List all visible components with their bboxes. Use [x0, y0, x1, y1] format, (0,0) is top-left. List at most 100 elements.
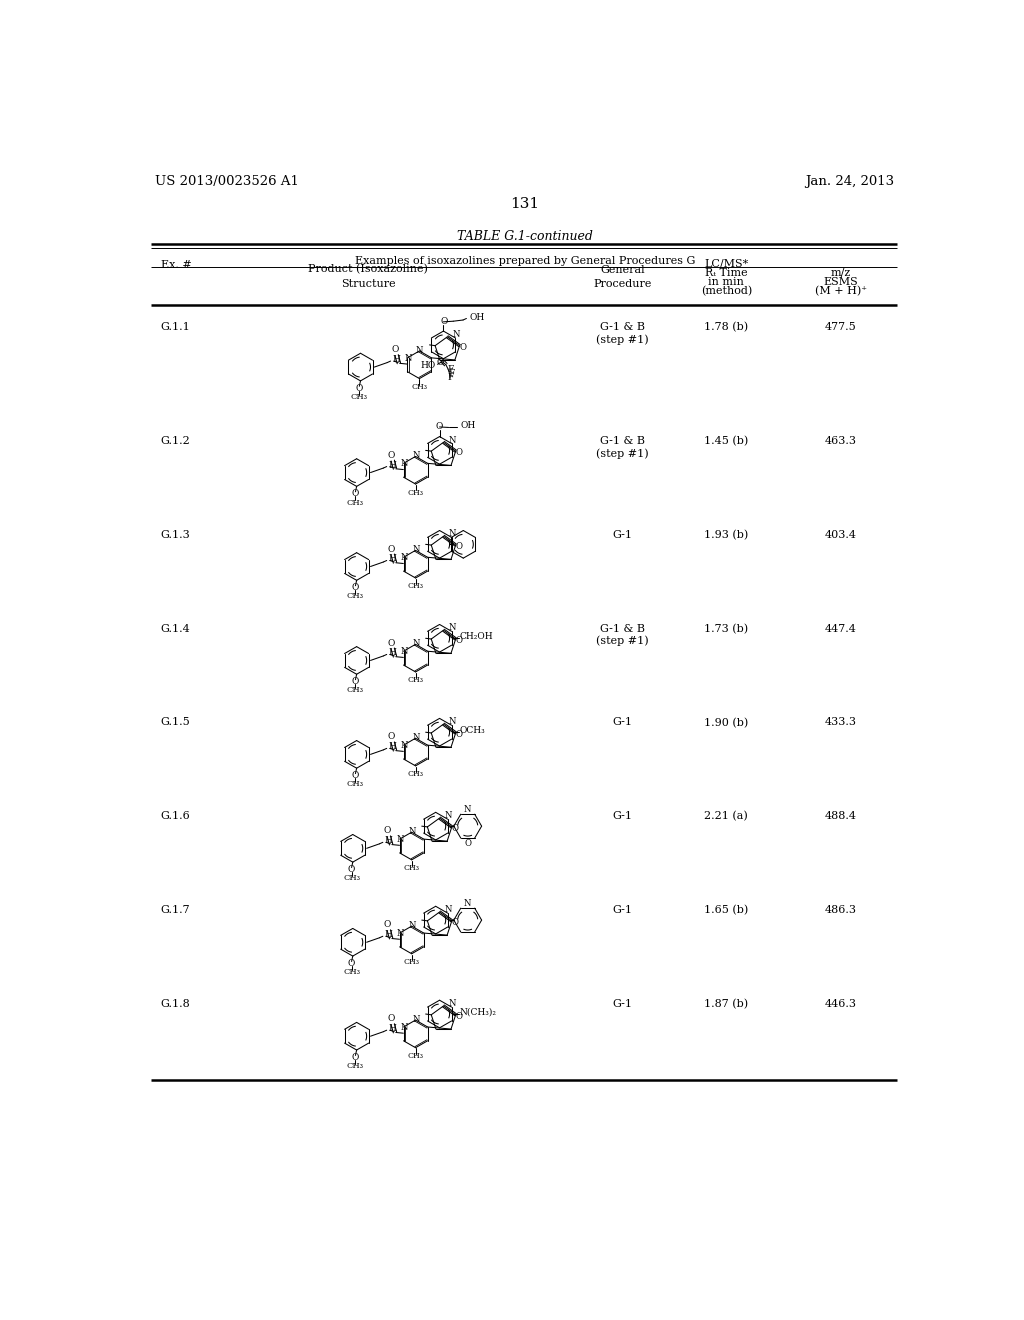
Text: O: O	[384, 920, 391, 929]
Text: N: N	[464, 899, 471, 908]
Text: O: O	[464, 838, 471, 847]
Text: G.1.6: G.1.6	[161, 812, 190, 821]
Text: O: O	[456, 636, 462, 645]
Text: N: N	[413, 639, 420, 648]
Text: O: O	[437, 358, 444, 367]
Text: O: O	[387, 545, 395, 553]
Text: 403.4: 403.4	[825, 529, 857, 540]
Text: N: N	[400, 741, 408, 750]
Text: G-1 & B: G-1 & B	[600, 322, 645, 331]
Text: US 2013/0023526 A1: US 2013/0023526 A1	[155, 176, 299, 189]
Text: O: O	[355, 384, 364, 392]
Text: OH: OH	[461, 421, 476, 430]
Text: O: O	[352, 583, 359, 593]
Text: CH₃: CH₃	[403, 865, 420, 873]
Text: H: H	[392, 355, 400, 364]
Text: N: N	[449, 623, 457, 632]
Text: N: N	[445, 906, 453, 915]
Text: H: H	[384, 837, 392, 845]
Text: in min: in min	[709, 277, 744, 286]
Text: N: N	[464, 805, 471, 813]
Text: 486.3: 486.3	[825, 906, 857, 915]
Text: G.1.1: G.1.1	[161, 322, 190, 331]
Text: O: O	[352, 1053, 359, 1061]
Text: O: O	[452, 917, 459, 927]
Text: N: N	[413, 1015, 420, 1024]
Text: G.1.3: G.1.3	[161, 529, 190, 540]
Text: G-1: G-1	[612, 718, 633, 727]
Text: CH₃: CH₃	[408, 582, 424, 590]
Text: N: N	[409, 921, 416, 929]
Text: N: N	[449, 999, 457, 1008]
Text: 433.3: 433.3	[825, 718, 857, 727]
Text: N: N	[396, 929, 404, 939]
Text: H: H	[388, 742, 396, 751]
Text: 1.87 (b): 1.87 (b)	[705, 999, 749, 1010]
Text: CH₃: CH₃	[412, 383, 427, 391]
Text: O: O	[452, 824, 459, 833]
Text: O: O	[391, 345, 398, 354]
Text: OH: OH	[469, 313, 484, 322]
Text: ESMS: ESMS	[823, 277, 858, 286]
Text: O: O	[456, 543, 462, 552]
Text: 446.3: 446.3	[825, 999, 857, 1010]
Text: O: O	[387, 733, 395, 742]
Text: N(CH₃)₂: N(CH₃)₂	[460, 1008, 497, 1016]
Text: O: O	[348, 865, 355, 874]
Text: 2.21 (a): 2.21 (a)	[705, 812, 749, 822]
Text: O: O	[384, 826, 391, 836]
Text: (M + H)⁺: (M + H)⁺	[815, 286, 867, 296]
Text: N: N	[416, 346, 424, 355]
Text: CH₃: CH₃	[343, 874, 360, 882]
Text: G-1: G-1	[612, 906, 633, 915]
Text: CH₃: CH₃	[408, 771, 424, 779]
Text: G-1: G-1	[612, 812, 633, 821]
Text: Examples of isoxazolines prepared by General Procedures G: Examples of isoxazolines prepared by Gen…	[354, 256, 695, 267]
Text: 1.90 (b): 1.90 (b)	[705, 718, 749, 727]
Text: N: N	[445, 812, 453, 820]
Text: CH₃: CH₃	[347, 1063, 364, 1071]
Text: HO: HO	[421, 360, 436, 370]
Text: N: N	[453, 330, 460, 339]
Text: CH₃: CH₃	[343, 969, 360, 977]
Text: 488.4: 488.4	[825, 812, 857, 821]
Text: N: N	[449, 717, 457, 726]
Text: 1.73 (b): 1.73 (b)	[705, 623, 749, 634]
Text: LC/MS*: LC/MS*	[705, 259, 749, 268]
Text: 1.93 (b): 1.93 (b)	[705, 529, 749, 540]
Text: 131: 131	[510, 197, 540, 211]
Text: CH₃: CH₃	[408, 488, 424, 496]
Text: CH₃: CH₃	[347, 499, 364, 507]
Text: G.1.5: G.1.5	[161, 718, 190, 727]
Text: G.1.8: G.1.8	[161, 999, 190, 1010]
Text: N: N	[396, 836, 404, 843]
Text: CH₃: CH₃	[403, 958, 420, 966]
Text: CH₃: CH₃	[351, 393, 368, 401]
Text: Structure: Structure	[341, 279, 395, 289]
Text: m/z: m/z	[830, 268, 851, 277]
Text: O: O	[352, 677, 359, 686]
Text: 447.4: 447.4	[825, 623, 857, 634]
Text: O: O	[387, 1014, 395, 1023]
Text: (step #1): (step #1)	[596, 447, 649, 458]
Text: N: N	[449, 436, 457, 445]
Text: O: O	[352, 771, 359, 780]
Text: O: O	[456, 449, 462, 457]
Text: O: O	[436, 422, 443, 432]
Text: CH₂OH: CH₂OH	[460, 632, 494, 642]
Text: 477.5: 477.5	[825, 322, 857, 331]
Text: O: O	[459, 343, 466, 351]
Text: G.1.2: G.1.2	[161, 436, 190, 446]
Text: N: N	[413, 545, 420, 554]
Text: O: O	[440, 317, 447, 326]
Text: Jan. 24, 2013: Jan. 24, 2013	[805, 176, 895, 189]
Text: H: H	[388, 1024, 396, 1034]
Text: G-1 & B: G-1 & B	[600, 436, 645, 446]
Text: F: F	[447, 374, 454, 383]
Text: (step #1): (step #1)	[596, 334, 649, 345]
Text: TABLE G.1-continued: TABLE G.1-continued	[457, 230, 593, 243]
Text: N: N	[413, 733, 420, 742]
Text: F: F	[449, 368, 455, 378]
Text: N: N	[400, 1023, 408, 1032]
Text: G-1: G-1	[612, 999, 633, 1010]
